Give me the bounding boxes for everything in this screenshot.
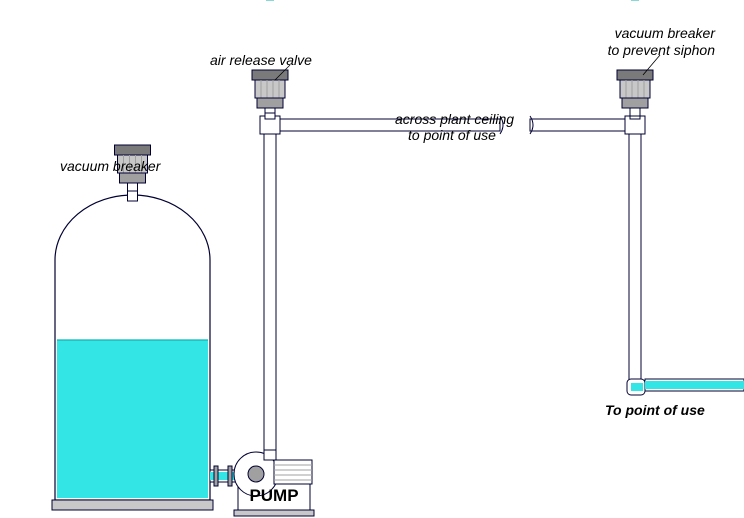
label-ceiling-line2: to point of use	[408, 127, 496, 144]
label-right-vb-line1: vacuum breaker	[615, 25, 715, 41]
label-to-point-of-use: To point of use	[605, 402, 705, 419]
label-ceiling-line1: across plant ceiling	[395, 111, 514, 128]
label-air-release-valve: air release valve	[210, 52, 312, 69]
label-right-vacuum-breaker: vacuum breaker to prevent siphon	[555, 25, 715, 59]
label-tank-vacuum-breaker: vacuum breaker	[60, 158, 160, 175]
label-right-vb-line2: to prevent siphon	[608, 42, 715, 58]
svg-text:PUMP: PUMP	[249, 486, 298, 505]
diagram-svg: PUMP	[0, 0, 744, 518]
